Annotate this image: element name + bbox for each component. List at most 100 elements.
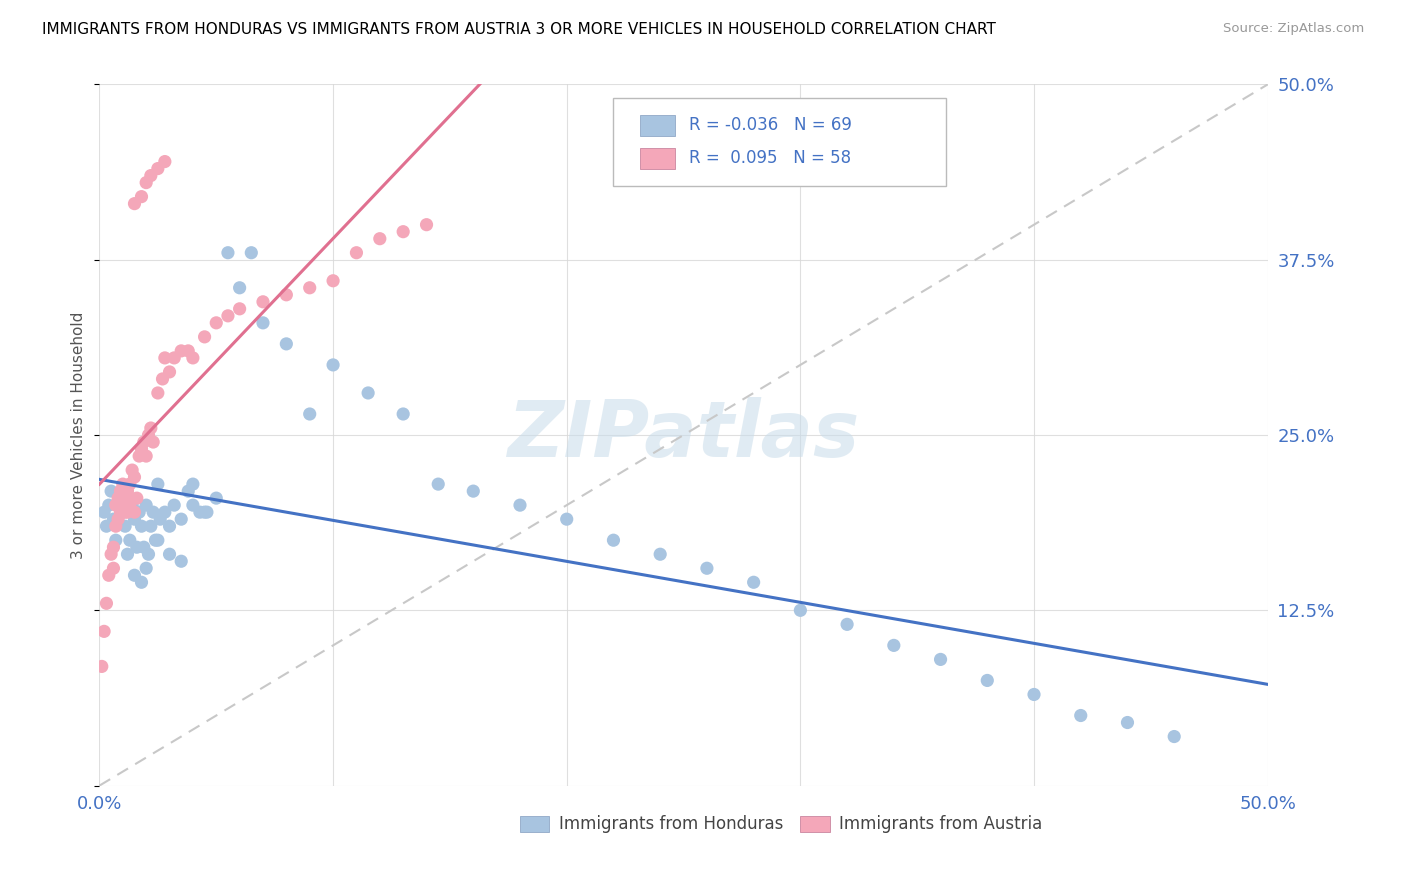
Point [128,505,150,519]
Point [153,154,176,169]
Point [159,547,181,561]
Point [110,505,132,519]
Point [149,512,172,526]
Point [152,372,174,386]
Point [929,652,952,666]
Point [125,540,148,554]
Point [159,365,181,379]
Point [117,547,139,561]
Point [188,505,211,519]
FancyBboxPatch shape [613,98,946,186]
Point [139,421,162,435]
Point [555,512,578,526]
Point [124,470,146,484]
Text: Immigrants from Austria: Immigrants from Austria [839,815,1042,833]
Point [146,533,169,548]
Point [789,603,811,617]
Point [153,351,176,365]
Point [104,533,127,548]
Point [276,287,298,301]
Point [90,659,112,673]
Point [195,505,218,519]
Point [107,498,129,512]
Point [142,435,165,450]
Point [138,428,160,442]
Point [107,491,129,505]
Point [124,196,146,211]
Point [118,498,141,512]
Text: IMMIGRANTS FROM HONDURAS VS IMMIGRANTS FROM AUSTRIA 3 OR MORE VEHICLES IN HOUSEH: IMMIGRANTS FROM HONDURAS VS IMMIGRANTS F… [42,22,995,37]
Point [181,477,204,491]
Point [163,498,186,512]
Point [368,232,391,246]
Point [228,281,250,295]
Point [124,512,146,526]
Point [104,498,127,512]
Point [96,596,118,610]
Point [835,617,858,632]
Point [110,491,132,505]
Point [153,505,176,519]
Point [118,477,141,491]
Point [135,498,157,512]
Point [146,477,169,491]
Point [276,337,298,351]
Point [100,484,122,499]
Point [1070,708,1092,723]
Point [139,169,162,183]
Point [146,386,169,401]
Point [427,477,450,491]
Point [205,491,228,505]
Point [117,491,139,505]
Point [121,463,143,477]
Point [205,316,228,330]
Point [1116,715,1139,730]
Point [883,639,905,653]
Point [415,218,437,232]
FancyBboxPatch shape [800,816,830,832]
Point [124,568,146,582]
Point [124,505,146,519]
Point [103,561,125,575]
Point [509,498,531,512]
Point [114,491,136,505]
Point [650,547,672,561]
Point [131,575,153,590]
Point [463,484,485,499]
Point [392,407,415,421]
Text: R = -0.036   N = 69: R = -0.036 N = 69 [689,116,852,134]
Point [104,519,127,533]
Point [103,512,125,526]
Point [742,575,765,590]
Point [696,561,718,575]
Point [170,554,193,568]
Point [322,274,344,288]
Point [97,568,120,582]
Text: Immigrants from Honduras: Immigrants from Honduras [558,815,783,833]
Point [170,343,193,358]
Point [111,505,134,519]
Point [121,498,143,512]
Point [93,505,115,519]
Point [135,449,157,463]
Point [131,189,153,203]
Point [392,225,415,239]
Point [1022,688,1045,702]
Text: Source: ZipAtlas.com: Source: ZipAtlas.com [1223,22,1364,36]
Point [252,316,274,330]
Point [114,519,136,533]
Point [97,498,120,512]
Point [114,505,136,519]
Point [142,505,165,519]
Point [298,407,321,421]
Point [110,484,132,499]
Point [138,547,160,561]
Point [163,351,186,365]
Point [217,245,239,260]
Point [298,281,321,295]
Point [139,519,162,533]
Point [118,533,141,548]
Point [93,624,115,639]
Text: R =  0.095   N = 58: R = 0.095 N = 58 [689,149,852,167]
Point [181,351,204,365]
